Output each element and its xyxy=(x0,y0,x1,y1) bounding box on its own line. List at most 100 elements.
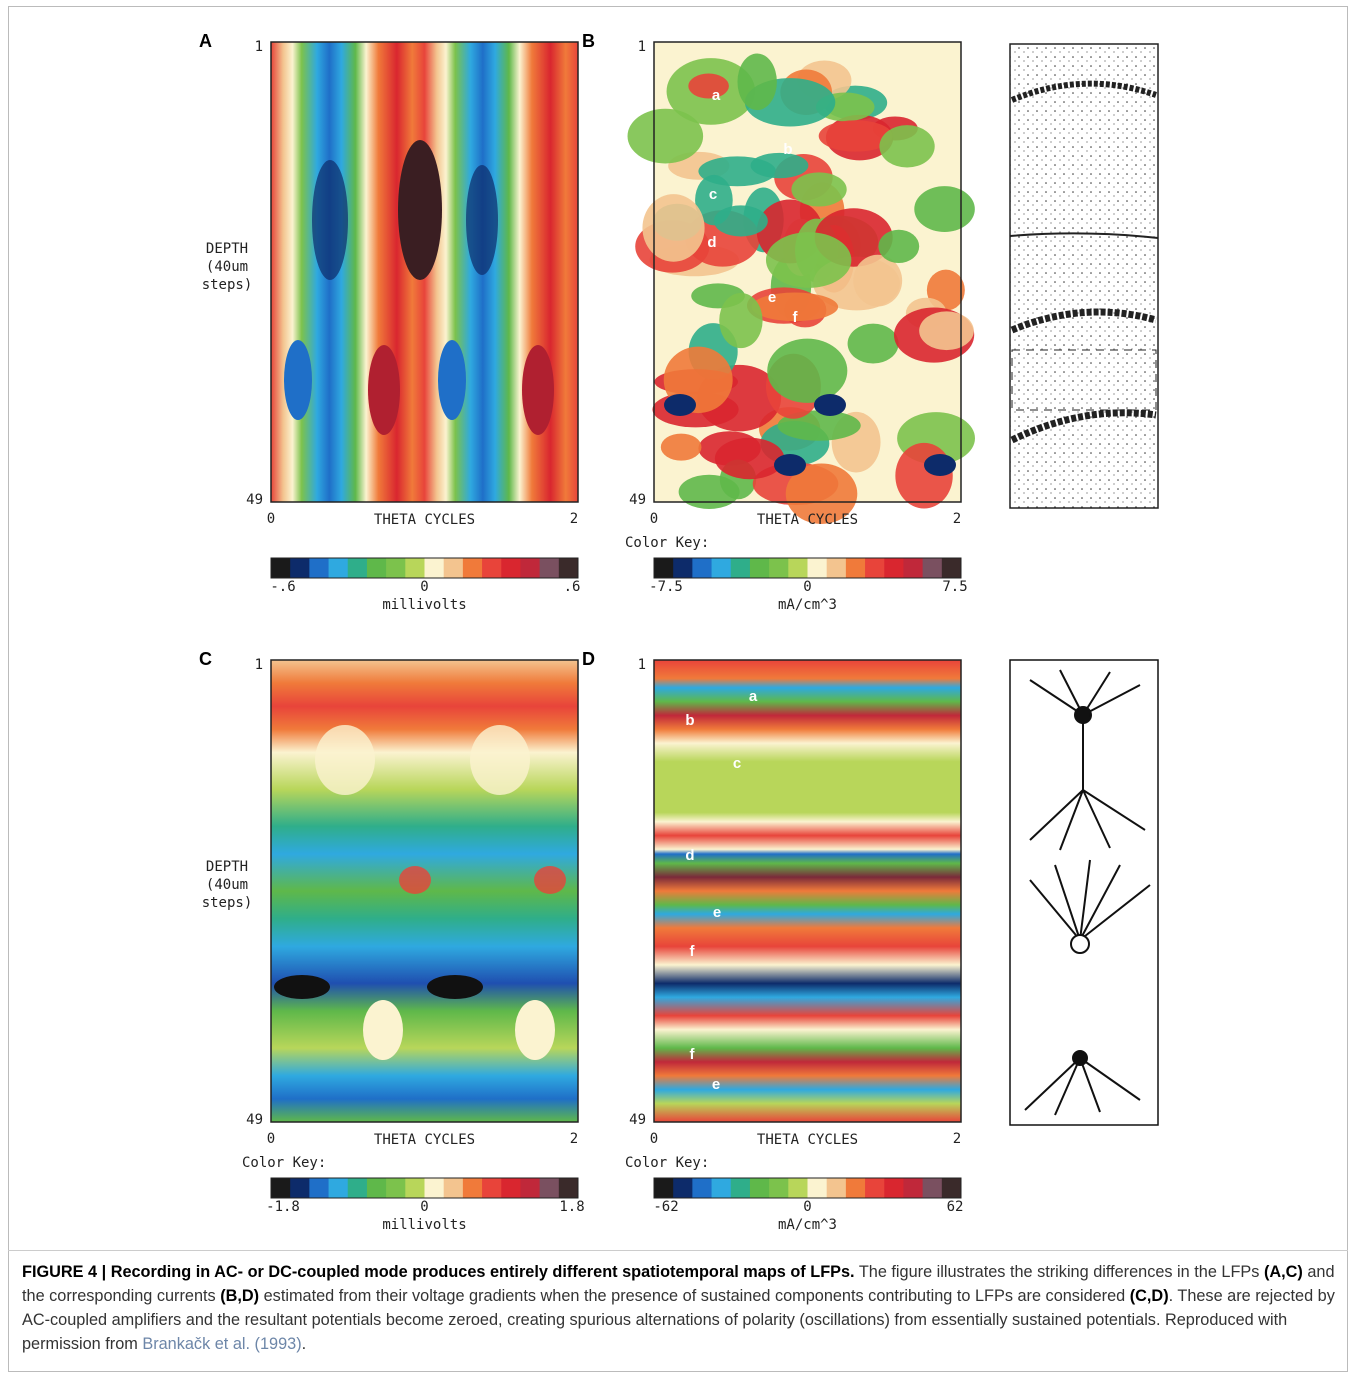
color-key-swatch xyxy=(769,558,789,578)
blob xyxy=(774,454,806,476)
x-tick-label: 2 xyxy=(953,511,961,527)
color-key-tick: 0 xyxy=(420,1199,428,1215)
color-key-swatch xyxy=(731,1178,751,1198)
heatmap-d xyxy=(654,660,961,1122)
color-key-swatch xyxy=(540,558,560,578)
neuron-drawing xyxy=(1010,660,1158,1125)
color-key-title: Color Key: xyxy=(625,1155,709,1171)
blob xyxy=(642,194,704,262)
color-key-swatch xyxy=(808,558,828,578)
color-key-swatch xyxy=(290,1178,310,1198)
blob xyxy=(767,339,847,403)
y-axis-label: (40um xyxy=(206,877,248,893)
color-key-swatch xyxy=(712,1178,732,1198)
caption-text: . xyxy=(302,1335,307,1353)
color-key-swatch xyxy=(750,1178,770,1198)
blob xyxy=(791,172,846,206)
color-key-tick: 0 xyxy=(803,1199,811,1215)
y-tick-label: 49 xyxy=(246,492,263,508)
color-key-swatch xyxy=(386,558,406,578)
color-key-swatch xyxy=(271,558,291,578)
color-key-swatch xyxy=(405,1178,425,1198)
color-key-swatch xyxy=(367,1178,387,1198)
y-axis-label: steps) xyxy=(202,277,253,293)
color-key-swatch xyxy=(692,1178,712,1198)
panel-label: A xyxy=(199,31,212,51)
color-key-swatch xyxy=(903,1178,923,1198)
annotation: d xyxy=(707,234,716,251)
color-key-swatch xyxy=(386,1178,406,1198)
color-key-swatch xyxy=(348,558,368,578)
color-key-swatch xyxy=(348,1178,368,1198)
y-axis-label: (40um xyxy=(206,259,248,275)
blob xyxy=(751,153,809,178)
caption-text: The figure illustrates the striking diff… xyxy=(855,1263,1264,1281)
color-key-swatch xyxy=(865,558,885,578)
y-tick-label: 49 xyxy=(246,1112,263,1128)
caption-text: (A,C) xyxy=(1264,1263,1303,1281)
blob xyxy=(848,324,899,364)
blob xyxy=(766,232,851,288)
y-tick-label: 1 xyxy=(638,657,646,673)
color-key-swatch xyxy=(827,558,847,578)
color-key-swatch xyxy=(673,558,693,578)
color-key-swatch xyxy=(425,558,445,578)
color-key-unit: mA/cm^3 xyxy=(778,1217,837,1233)
color-key-swatch xyxy=(903,558,923,578)
page: A14902THETA CYCLESDEPTH(40umsteps)-.60.6… xyxy=(0,0,1358,1380)
color-key-swatch xyxy=(846,558,866,578)
color-key-swatch xyxy=(750,558,770,578)
color-key-swatch xyxy=(884,1178,904,1198)
blob xyxy=(878,230,919,263)
citation-link[interactable]: Brankačk et al. (1993) xyxy=(142,1335,301,1353)
color-key-swatch xyxy=(712,558,732,578)
blob xyxy=(715,438,785,479)
caption-text: FIGURE 4 | Recording in AC- or DC-couple… xyxy=(22,1263,855,1281)
annotation: b xyxy=(685,712,694,729)
color-key-swatch xyxy=(731,558,751,578)
blob xyxy=(714,205,768,236)
color-key-swatch xyxy=(942,558,962,578)
anatomy-drawing xyxy=(1010,44,1158,508)
annotation: e xyxy=(713,904,721,921)
caption-text: (B,D) xyxy=(220,1287,259,1305)
y-tick-label: 49 xyxy=(629,1112,646,1128)
color-key-swatch xyxy=(309,558,329,578)
color-key-swatch xyxy=(827,1178,847,1198)
color-key-swatch xyxy=(463,558,483,578)
blob xyxy=(914,186,975,232)
color-key-swatch xyxy=(540,1178,560,1198)
color-key-swatch xyxy=(884,558,904,578)
color-key-tick: -62 xyxy=(653,1199,678,1215)
color-key-swatch xyxy=(654,1178,674,1198)
y-tick-label: 1 xyxy=(255,39,263,55)
blob xyxy=(924,454,956,476)
color-key-title: Color Key: xyxy=(242,1155,326,1171)
blob xyxy=(688,74,729,99)
color-key-swatch xyxy=(788,1178,808,1198)
blob xyxy=(664,394,696,416)
color-key-swatch xyxy=(923,1178,943,1198)
annotation: d xyxy=(685,847,694,864)
y-tick-label: 49 xyxy=(629,492,646,508)
blob xyxy=(919,311,974,350)
color-key-swatch xyxy=(329,1178,349,1198)
color-key-swatch xyxy=(692,558,712,578)
panel-label: D xyxy=(582,649,595,669)
blob xyxy=(661,434,702,461)
y-axis-label: DEPTH xyxy=(206,859,248,875)
color-key-swatch xyxy=(769,1178,789,1198)
color-key-swatch xyxy=(788,558,808,578)
blob xyxy=(737,53,776,110)
annotation: a xyxy=(712,87,721,104)
color-key-swatch xyxy=(865,1178,885,1198)
blob xyxy=(879,125,934,167)
x-tick-label: 0 xyxy=(650,1131,658,1147)
color-key-title: Color Key: xyxy=(625,535,709,551)
x-axis-label: THETA CYCLES xyxy=(757,512,858,528)
color-key-tick: 0 xyxy=(803,579,811,595)
color-key-swatch xyxy=(559,558,579,578)
y-tick-label: 1 xyxy=(255,657,263,673)
color-key-swatch xyxy=(309,1178,329,1198)
